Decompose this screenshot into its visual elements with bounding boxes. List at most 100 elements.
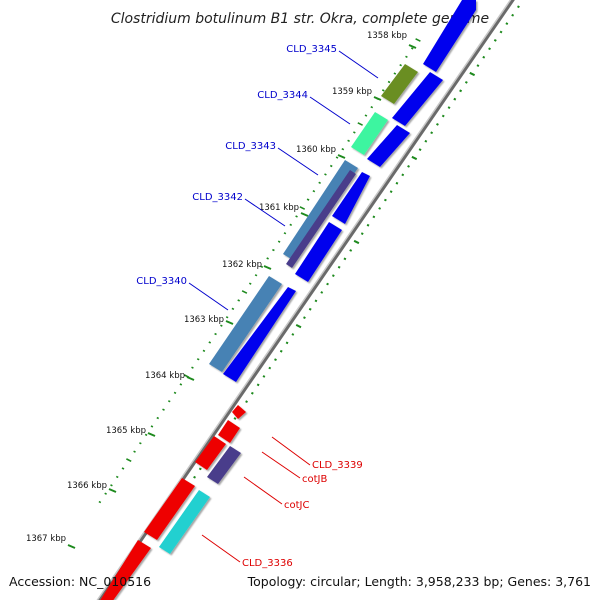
tick-label-1360: 1360 kbp [296, 145, 336, 155]
track-tick [436, 123, 439, 126]
track-tick [447, 106, 451, 109]
track-tick [196, 358, 200, 361]
gene-red-bottom[interactable] [99, 540, 151, 600]
track-tick [399, 63, 402, 67]
track-tick [464, 81, 468, 84]
gene-red-long[interactable] [144, 478, 195, 540]
track-tick [303, 316, 306, 320]
track-tick [202, 349, 206, 353]
track-tick [133, 450, 136, 453]
track-tick [381, 89, 385, 92]
tick-1363: 1363 kbp [184, 315, 234, 325]
track-tick [517, 5, 520, 9]
label-group-cotjc: cotJC [243, 476, 309, 511]
gene-cld-3342[interactable] [286, 170, 356, 268]
track-tick [256, 383, 260, 387]
gene-blue-top-2[interactable] [392, 72, 443, 126]
track-tick [308, 307, 312, 311]
label-cld-3345[interactable]: CLD_3345 [286, 44, 337, 55]
track-tick [110, 484, 113, 487]
track-tick [407, 165, 410, 168]
label-group-cld-3336: CLD_3336 [201, 534, 293, 569]
track-tick [424, 139, 428, 143]
gene-red-small-1[interactable] [232, 405, 246, 419]
tick-label-1366: 1366 kbp [67, 481, 107, 491]
tick-label-1365: 1365 kbp [106, 426, 146, 436]
track-tick [318, 181, 321, 185]
label-group-cotjb: cotJB [261, 451, 327, 485]
track-tick [401, 173, 405, 177]
track-tick [326, 282, 329, 286]
track-tick [353, 239, 360, 245]
label-cld-3336[interactable]: CLD_3336 [242, 558, 293, 569]
track-tick [167, 400, 171, 403]
track-tick [476, 64, 480, 67]
track-tick [231, 307, 235, 311]
track-tick [347, 139, 350, 143]
track-tick [262, 375, 266, 378]
track-tick [378, 207, 382, 210]
track-tick [208, 341, 212, 344]
gene-cld-3336[interactable] [159, 490, 210, 554]
label-group-cld-3343: CLD_3343 [225, 141, 319, 176]
tick-1364: 1364 kbp [145, 371, 195, 381]
track-tick [233, 417, 237, 420]
gene-blue-6[interactable] [223, 287, 296, 382]
track-tick [418, 148, 422, 151]
track-tick [389, 190, 393, 194]
track-tick [343, 257, 347, 261]
track-tick [260, 265, 264, 269]
track-tick [295, 215, 298, 218]
gene-cld-3345[interactable] [381, 64, 418, 104]
track-tick [360, 232, 364, 236]
gene-red-small-2[interactable] [218, 420, 240, 443]
track-tick [353, 131, 356, 134]
gene-blue-4[interactable] [332, 172, 370, 224]
track-tick [289, 223, 293, 227]
track-tick [393, 72, 397, 75]
track-tick [121, 467, 125, 470]
track-tick [415, 38, 421, 42]
track-tick [383, 198, 387, 202]
track-tick [191, 366, 194, 369]
track-tick [459, 89, 463, 93]
label-cotjc[interactable]: cotJC [284, 500, 309, 511]
gene-blue-3[interactable] [367, 125, 410, 167]
gene-blue-top-1[interactable] [423, 0, 476, 72]
label-cld-3342[interactable]: CLD_3342 [192, 192, 243, 203]
gene-blue-5[interactable] [295, 222, 342, 282]
label-cld-3339[interactable]: CLD_3339 [312, 460, 363, 471]
tick-1362: 1362 kbp [222, 260, 272, 270]
track-tick [370, 105, 374, 109]
forward-strand-genes [223, 0, 476, 382]
track-tick [337, 265, 341, 269]
track-tick [329, 164, 333, 168]
track-tick [320, 291, 324, 294]
gene-cld-3344[interactable] [351, 112, 388, 155]
gene-cld-3340[interactable] [209, 276, 282, 372]
map-title: Clostridium botulinum B1 str. Okra, comp… [111, 11, 489, 27]
track-tick [98, 500, 102, 504]
track-tick [272, 248, 275, 252]
gene-cld-3343[interactable] [283, 160, 358, 262]
label-cld-3344[interactable]: CLD_3344 [257, 90, 308, 101]
track-tick [387, 80, 391, 84]
track-tick [372, 215, 376, 219]
track-tick [430, 131, 434, 135]
track-tick [285, 341, 289, 345]
track-tick [505, 22, 509, 25]
label-cld-3340[interactable]: CLD_3340 [136, 276, 187, 287]
reverse-strand-genes [99, 64, 418, 600]
label-cotjb[interactable]: cotJB [302, 474, 327, 485]
track-tick [410, 47, 414, 50]
track-tick [241, 290, 248, 294]
gene-red-3[interactable] [195, 436, 226, 470]
label-cld-3343[interactable]: CLD_3343 [225, 141, 276, 152]
track-tick [237, 299, 241, 302]
tick-label-1361: 1361 kbp [259, 203, 299, 213]
gene-labels: CLD_3345 CLD_3344 CLD_3343 CLD_3342 CLD_… [136, 44, 379, 569]
gene-cotjb[interactable] [207, 446, 241, 484]
track-tick [248, 282, 252, 285]
tick-1360: 1360 kbp [296, 145, 346, 159]
tick-label-1359: 1359 kbp [332, 87, 372, 97]
